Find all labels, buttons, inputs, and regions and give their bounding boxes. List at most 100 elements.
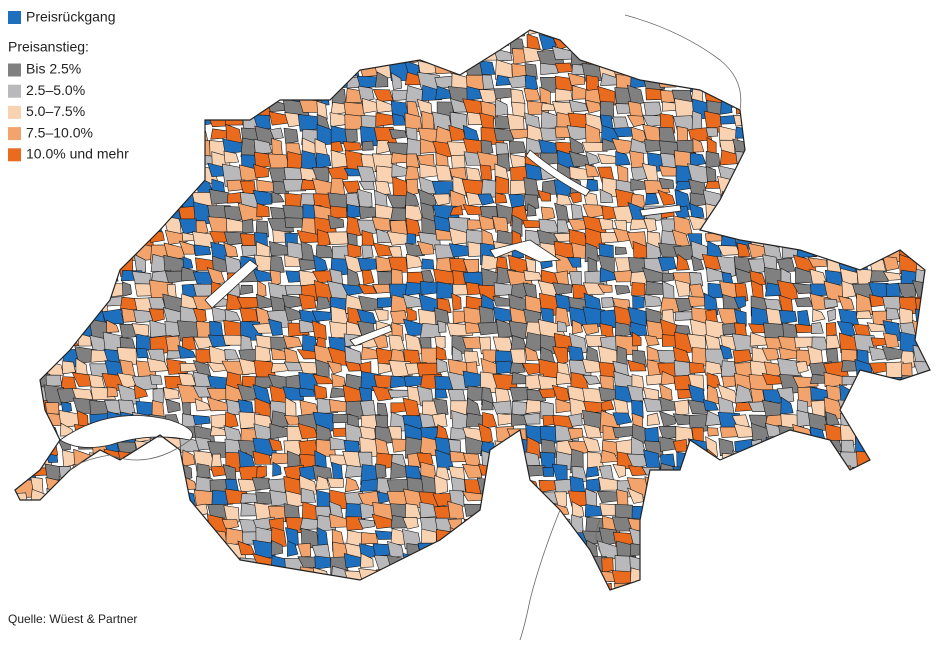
municipality <box>856 372 872 394</box>
municipality <box>896 229 924 243</box>
municipality <box>526 595 542 608</box>
municipality <box>59 205 74 224</box>
municipality <box>777 515 802 536</box>
municipality <box>793 530 818 546</box>
municipality <box>751 100 773 116</box>
municipality <box>736 8 750 27</box>
municipality <box>686 568 706 588</box>
municipality <box>43 165 59 186</box>
municipality <box>511 567 524 583</box>
municipality <box>764 190 784 211</box>
municipality <box>915 449 928 472</box>
municipality <box>628 582 643 590</box>
municipality <box>29 267 45 289</box>
municipality <box>452 283 469 296</box>
municipality <box>358 180 375 190</box>
municipality <box>793 61 811 78</box>
municipality <box>31 332 46 349</box>
municipality <box>719 344 733 360</box>
municipality <box>134 440 153 454</box>
municipality <box>461 47 485 62</box>
municipality <box>569 136 585 155</box>
municipality <box>508 452 525 468</box>
municipality <box>452 596 472 612</box>
municipality <box>839 529 861 547</box>
legend-swatch <box>8 11 21 24</box>
municipality <box>59 556 84 570</box>
municipality <box>780 218 799 237</box>
municipality <box>603 10 622 22</box>
municipality <box>796 192 818 211</box>
municipality <box>673 515 695 530</box>
municipality <box>866 228 894 245</box>
municipality <box>718 462 738 478</box>
municipality <box>497 478 515 499</box>
municipality <box>210 30 224 43</box>
municipality <box>480 36 497 55</box>
municipality <box>163 488 186 504</box>
municipality <box>584 34 601 51</box>
municipality <box>870 206 894 222</box>
municipality <box>88 462 113 478</box>
municipality <box>851 98 875 116</box>
municipality <box>644 47 664 68</box>
municipality <box>796 466 813 478</box>
municipality <box>375 592 393 612</box>
municipality <box>762 478 783 497</box>
municipality <box>135 7 156 23</box>
municipality <box>180 555 201 573</box>
municipality <box>672 30 700 35</box>
municipality <box>747 30 771 39</box>
municipality <box>614 285 631 295</box>
municipality <box>585 151 600 166</box>
municipality <box>406 307 417 322</box>
municipality <box>194 48 213 64</box>
municipality <box>808 180 826 195</box>
municipality <box>871 543 893 557</box>
municipality <box>181 336 197 352</box>
municipality <box>912 280 930 300</box>
municipality <box>931 452 943 472</box>
municipality <box>181 167 200 185</box>
municipality <box>854 411 872 429</box>
municipality <box>866 76 894 85</box>
municipality <box>436 358 448 374</box>
municipality <box>147 88 169 106</box>
municipality <box>237 202 263 223</box>
municipality <box>881 543 898 555</box>
municipality <box>657 257 677 272</box>
municipality <box>551 384 570 403</box>
municipality <box>914 375 930 388</box>
municipality <box>287 540 299 557</box>
municipality <box>191 100 214 115</box>
municipality <box>868 452 891 473</box>
municipality <box>149 374 163 385</box>
municipality <box>89 255 111 276</box>
municipality <box>316 152 332 169</box>
municipality <box>883 477 902 499</box>
municipality <box>585 466 600 478</box>
municipality <box>135 124 149 149</box>
municipality <box>196 463 211 480</box>
municipality <box>884 411 909 425</box>
municipality <box>481 399 494 411</box>
municipality <box>734 178 757 200</box>
municipality <box>164 179 188 200</box>
municipality <box>15 231 31 251</box>
municipality <box>927 412 930 427</box>
municipality <box>827 84 847 100</box>
municipality <box>897 553 914 568</box>
municipality <box>826 568 837 580</box>
municipality <box>16 530 34 546</box>
municipality <box>841 141 852 160</box>
municipality <box>932 555 943 571</box>
municipality <box>73 519 91 533</box>
municipality <box>766 126 785 138</box>
municipality <box>642 566 663 587</box>
municipality <box>330 205 347 219</box>
municipality <box>554 202 570 226</box>
municipality <box>301 10 317 22</box>
municipality <box>135 229 154 248</box>
municipality <box>493 465 518 486</box>
municipality <box>241 59 265 77</box>
